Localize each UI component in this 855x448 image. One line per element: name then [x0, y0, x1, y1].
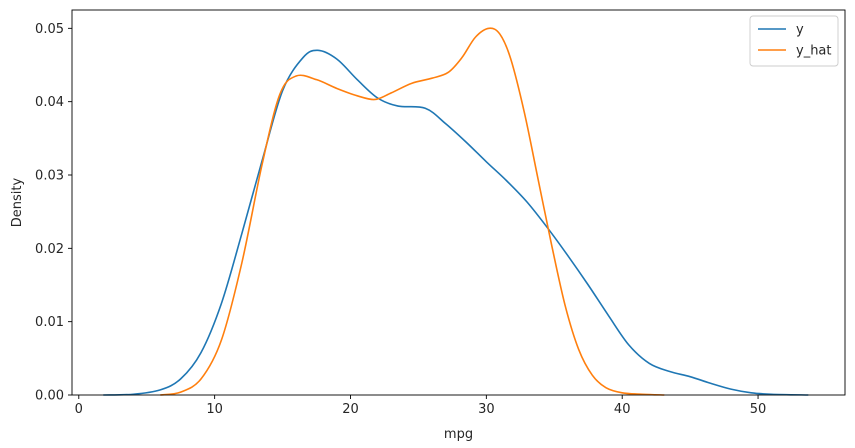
legend-box: [749, 15, 839, 67]
series-line-y-hat: [160, 27, 665, 396]
legend-label-y: y: [796, 23, 804, 38]
x-tick-label: 10: [206, 402, 223, 417]
y-tick-label: 0.02: [35, 242, 64, 257]
series-line-y: [103, 49, 809, 396]
series-layer: [103, 27, 809, 396]
legend-label-y-hat: y_hat: [796, 44, 832, 59]
y-tick-label: 0.01: [35, 315, 64, 330]
legend: y y_hat: [749, 15, 839, 67]
x-tick-label: 50: [750, 402, 767, 417]
x-tick-label: 40: [614, 402, 631, 417]
y-tick-label: 0.00: [35, 389, 64, 404]
axes: 0 10 20 30 40 50 0.00 0.01 0.02 0.03 0.04 0.05: [35, 22, 766, 417]
y-tick-label: 0.04: [35, 95, 64, 110]
y-tick-label: 0.05: [35, 22, 64, 37]
x-tick-label: 30: [478, 402, 495, 417]
x-tick-label: 20: [342, 402, 359, 417]
x-axis-label: mpg: [444, 427, 473, 442]
y-tick-label: 0.03: [35, 169, 64, 184]
y-axis-label: Density: [10, 177, 25, 227]
x-tick-label: 0: [75, 402, 83, 417]
plot-frame: [71, 9, 846, 396]
